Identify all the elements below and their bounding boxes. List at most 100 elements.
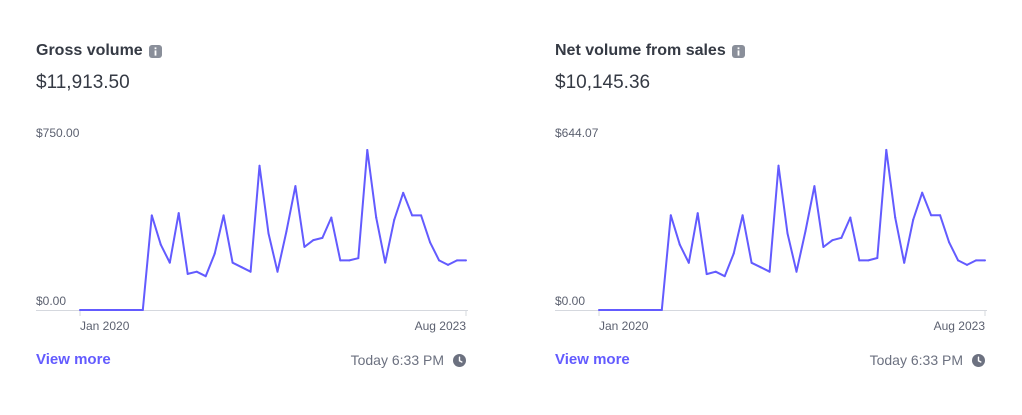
line-chart[interactable] (36, 135, 468, 320)
view-more-link[interactable]: View more (36, 351, 111, 368)
data-point (420, 214, 423, 217)
data-point (150, 214, 153, 217)
data-point (687, 261, 690, 264)
data-point (294, 185, 297, 188)
data-point (348, 259, 351, 262)
data-point (267, 232, 270, 235)
data-point (750, 261, 753, 264)
data-point (456, 259, 459, 262)
data-point (186, 272, 189, 275)
card-title: Gross volume (36, 42, 143, 59)
data-point (813, 185, 816, 188)
data-point (447, 263, 450, 266)
line-chart[interactable] (555, 135, 987, 320)
data-point (795, 270, 798, 273)
data-point (105, 309, 108, 311)
data-point (948, 241, 951, 244)
data-point (258, 164, 261, 167)
data-point (903, 261, 906, 264)
data-point (786, 232, 789, 235)
data-point (939, 214, 942, 217)
data-point (231, 261, 234, 264)
clock-icon (972, 353, 985, 367)
data-point (651, 309, 654, 311)
data-point (669, 214, 672, 217)
data-point (876, 257, 879, 260)
data-point (966, 263, 969, 266)
x-axis-end-label: Aug 2023 (933, 319, 985, 333)
data-point (114, 309, 117, 311)
data-point (465, 259, 467, 262)
series-line (599, 148, 985, 311)
data-point (858, 259, 861, 262)
data-point (642, 309, 645, 311)
data-point (777, 164, 780, 167)
data-point (339, 259, 342, 262)
data-point (87, 309, 90, 311)
card-title: Net volume from sales (555, 42, 726, 59)
gross-volume-card: Gross volume $11,913.50 $750.00 $0.00 Ja… (36, 0, 476, 415)
data-point (321, 236, 324, 239)
updated-timestamp: Today 6:33 PM (351, 352, 466, 368)
info-icon[interactable] (148, 44, 162, 58)
updated-text: Today 6:33 PM (869, 352, 963, 368)
data-point (303, 245, 306, 248)
data-point (732, 252, 735, 255)
data-point (822, 246, 825, 249)
data-point (249, 270, 252, 273)
view-more-link[interactable]: View more (555, 351, 630, 368)
net-volume-card: Net volume from sales $10,145.36 $644.07… (555, 0, 995, 415)
data-point (606, 309, 609, 311)
card-amount: $11,913.50 (36, 72, 130, 93)
data-point (912, 218, 915, 221)
data-point (375, 216, 378, 219)
x-axis-end-label: Aug 2023 (414, 319, 466, 333)
data-point (885, 148, 888, 151)
data-point (957, 259, 960, 262)
data-point (840, 236, 843, 239)
card-header: Gross volume (36, 42, 162, 60)
series-line (80, 149, 466, 311)
data-point (598, 309, 600, 311)
data-point (714, 270, 717, 273)
data-point (429, 241, 432, 244)
data-point (285, 230, 288, 233)
data-point (723, 275, 726, 278)
data-point (96, 309, 99, 311)
y-axis-max-label: $644.07 (555, 126, 599, 140)
data-point (79, 309, 81, 311)
data-point (132, 309, 135, 311)
info-icon[interactable] (731, 44, 745, 58)
data-point (402, 191, 405, 194)
card-header: Net volume from sales (555, 42, 745, 60)
data-point (222, 214, 225, 217)
data-point (768, 270, 771, 273)
data-point (624, 309, 627, 311)
data-point (867, 259, 870, 262)
data-point (213, 252, 216, 255)
updated-timestamp: Today 6:33 PM (870, 352, 985, 368)
data-point (705, 273, 708, 276)
x-axis-start-label: Jan 2020 (599, 319, 649, 333)
y-axis-max-label: $750.00 (36, 126, 80, 140)
data-point (177, 212, 180, 215)
updated-text: Today 6:33 PM (350, 352, 444, 368)
data-point (276, 270, 279, 273)
card-amount: $10,145.36 (555, 72, 651, 93)
data-point (849, 216, 852, 219)
data-point (660, 309, 663, 311)
data-point (240, 266, 243, 269)
data-point (804, 230, 807, 233)
data-point (141, 309, 144, 311)
data-point (678, 243, 681, 246)
data-point (633, 309, 636, 311)
data-point (168, 261, 171, 264)
y-axis-min-label: $0.00 (555, 294, 586, 308)
data-point (204, 275, 207, 278)
data-point (930, 214, 933, 217)
data-point (975, 259, 978, 262)
data-point (123, 309, 126, 311)
y-axis-min-label: $0.00 (36, 294, 67, 308)
data-point (921, 191, 924, 194)
clock-icon (453, 353, 466, 367)
